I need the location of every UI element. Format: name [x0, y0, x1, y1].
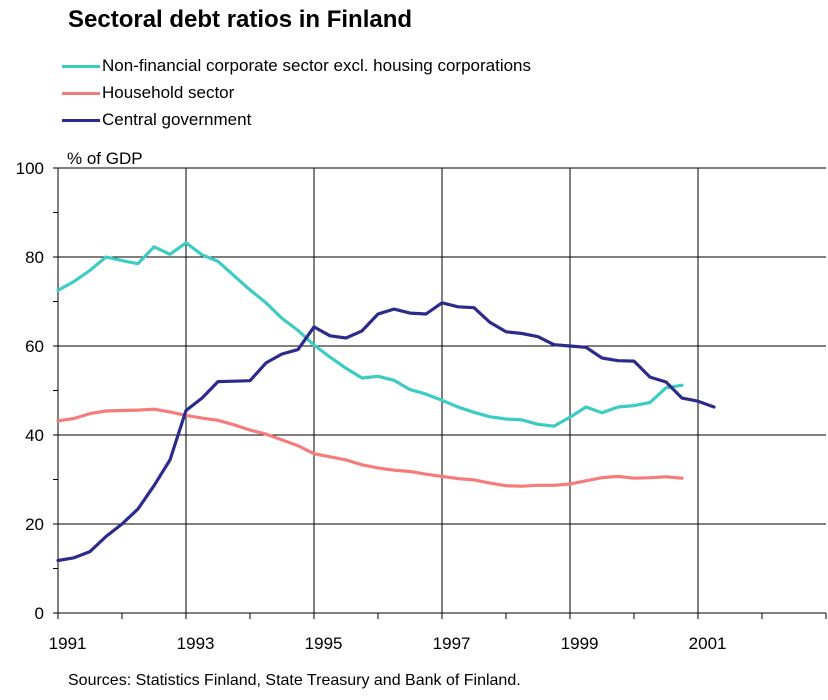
- y-tick-label: 40: [25, 426, 44, 445]
- axis-labels: % of GDP 0 20 40 60 80 100 1991 1993 1995 1997 199…: [16, 149, 727, 653]
- x-tick-label: 1993: [177, 634, 215, 653]
- series-line-1: [56, 241, 684, 428]
- series-line-2: [56, 407, 684, 488]
- x-tick-label: 2001: [689, 634, 727, 653]
- y-tick-label: 20: [25, 515, 44, 534]
- legend-label-corporate: Non-financial corporate sector excl. hou…: [102, 56, 532, 75]
- legend-label-household: Household sector: [102, 83, 235, 102]
- x-tick-label: 1999: [561, 634, 599, 653]
- legend-label-government: Central government: [102, 110, 252, 129]
- x-tick-label: 1991: [49, 634, 87, 653]
- y-tick-label: 60: [25, 337, 44, 356]
- y-tick-label: 0: [35, 604, 44, 623]
- series-lines: [56, 241, 716, 563]
- chart-plot: % of GDP 0 20 40 60 80 100 1991 1993 1995 1997 199…: [16, 149, 827, 653]
- y-tick-label: 100: [16, 159, 44, 178]
- legend-swatch-corporate: [62, 65, 100, 68]
- series-line-3: [56, 301, 716, 563]
- grid-lines: [58, 167, 826, 613]
- chart-title: Sectoral debt ratios in Finland: [68, 6, 413, 33]
- x-tick-label: 1995: [305, 634, 343, 653]
- legend-swatch-government: [62, 119, 100, 122]
- x-tick-label: 1997: [433, 634, 471, 653]
- y-tick-label: 80: [25, 248, 44, 267]
- axes: [53, 167, 827, 619]
- sources-note: Sources: Statistics Finland, State Treas…: [68, 672, 521, 689]
- legend-swatch-household: [62, 92, 100, 95]
- y-axis-label: % of GDP: [67, 149, 143, 168]
